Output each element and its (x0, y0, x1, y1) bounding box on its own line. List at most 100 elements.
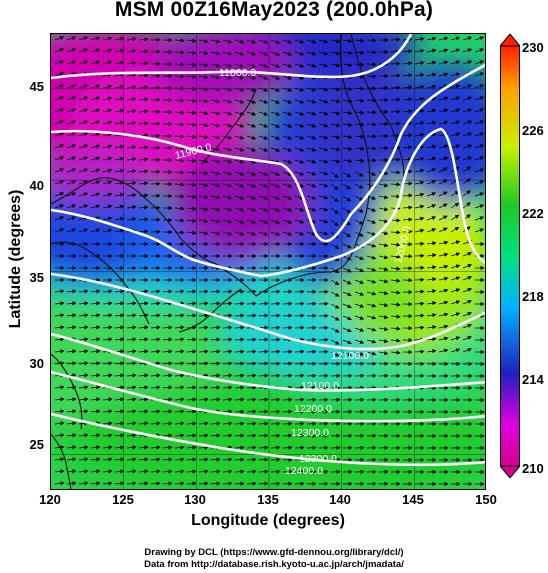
wind-arrow (342, 38, 353, 43)
wind-arrow (294, 409, 305, 414)
wind-arrow (306, 111, 317, 116)
wind-arrow (138, 193, 149, 198)
wind-arrow (366, 255, 377, 260)
wind-arrow (246, 433, 257, 438)
wind-arrow (162, 337, 173, 342)
wind-arrow (54, 132, 65, 137)
wind-arrow (414, 313, 425, 318)
wind-arrow (234, 373, 245, 378)
wind-arrow (390, 242, 401, 247)
wind-arrow (234, 87, 245, 92)
wind-arrow (246, 195, 257, 200)
wind-arrow (378, 338, 389, 344)
wind-arrow (162, 421, 173, 426)
wind-arrow (426, 325, 437, 330)
wind-arrow (222, 301, 233, 306)
wind-arrow (354, 110, 365, 115)
wind-arrow (150, 421, 161, 426)
wind-arrow (210, 159, 221, 164)
wind-arrow (150, 409, 161, 414)
wind-arrow (390, 326, 401, 331)
wind-arrow (174, 230, 185, 235)
wind-arrow (426, 277, 437, 282)
wind-arrow (462, 96, 473, 101)
wind-arrow (282, 313, 293, 318)
wind-arrow (438, 48, 449, 53)
wind-arrow (234, 361, 245, 366)
wind-arrow (138, 301, 149, 306)
wind-arrow (114, 457, 125, 462)
wind-arrow (318, 39, 329, 44)
wind-arrow (414, 228, 425, 233)
wind-arrow (54, 421, 65, 426)
wind-arrow (78, 373, 89, 378)
wind-arrow (282, 159, 293, 164)
wind-arrow (234, 385, 245, 390)
wind-arrow (438, 288, 449, 293)
wind-arrow (114, 168, 125, 173)
wind-arrow (54, 36, 65, 41)
wind-arrow (378, 279, 389, 284)
wind-arrow (126, 421, 137, 426)
wind-arrow (438, 276, 449, 281)
wind-arrow (354, 339, 365, 344)
wind-arrow (330, 291, 340, 297)
wind-arrow (354, 219, 364, 225)
wind-arrow (354, 315, 365, 320)
wind-arrow (222, 469, 233, 474)
wind-arrow (438, 312, 449, 317)
wind-arrow (378, 326, 389, 332)
wind-arrow (342, 110, 353, 115)
wind-arrow (90, 469, 101, 474)
wind-arrow (90, 313, 101, 318)
contour-12100 (51, 272, 485, 351)
wind-arrow (102, 313, 113, 318)
wind-arrow (246, 385, 257, 390)
wind-arrow (174, 373, 185, 378)
wind-arrow (342, 195, 352, 202)
wind-arrow (450, 72, 461, 77)
wind-arrow (258, 301, 269, 306)
wind-arrow (450, 202, 460, 209)
wind-arrow (186, 445, 197, 450)
wind-arrow (198, 313, 209, 318)
wind-arrow (222, 313, 233, 318)
wind-arrow (282, 433, 293, 438)
wind-arrow (414, 60, 425, 66)
wind-arrow (354, 195, 364, 201)
wind-arrow (294, 51, 305, 56)
contour-12400 (51, 412, 485, 467)
wind-arrow (258, 147, 269, 152)
wind-arrow (462, 276, 473, 281)
wind-arrow (474, 216, 485, 221)
wind-arrow (282, 421, 293, 426)
wind-arrow (234, 469, 245, 474)
wind-arrow (126, 469, 137, 474)
wind-arrow (186, 134, 197, 139)
wind-arrow (402, 229, 413, 234)
wind-arrow (366, 158, 377, 163)
wind-arrow (330, 171, 339, 179)
wind-arrow (90, 156, 101, 161)
wind-arrow (186, 206, 197, 211)
wind-arrow (462, 108, 473, 113)
wind-arrow (270, 195, 281, 200)
wind-arrow (294, 289, 305, 294)
wind-arrow (258, 433, 269, 438)
wind-arrow (246, 147, 257, 152)
wind-arrow (426, 337, 437, 342)
wind-arrow (222, 75, 233, 80)
wind-arrow (450, 190, 460, 197)
wind-arrow (258, 373, 269, 378)
wind-arrow (210, 361, 221, 366)
wind-arrow (210, 325, 221, 330)
wind-arrow (318, 99, 329, 104)
wind-arrow (78, 457, 89, 462)
wind-arrow (114, 289, 125, 294)
wind-arrow (90, 84, 101, 89)
wind-arrow (258, 361, 269, 366)
wind-arrow (66, 469, 77, 474)
wind-arrow (258, 51, 269, 56)
contour-label: 12100.0 (331, 350, 369, 362)
wind-arrow (282, 373, 293, 378)
